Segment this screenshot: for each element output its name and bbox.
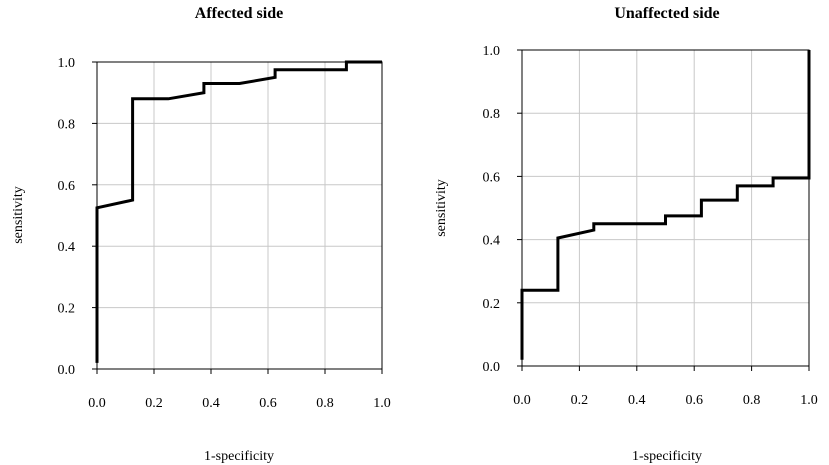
y-tick-label: 0.2	[483, 297, 501, 312]
roc-curve-line	[520, 50, 811, 360]
y-tick-label: 1.0	[483, 44, 501, 59]
x-tick-label: 0.6	[259, 396, 277, 411]
x-tick-label: 1.0	[800, 393, 818, 408]
y-tick-label: 0.4	[58, 240, 76, 255]
x-tick-label: 0.2	[571, 393, 589, 408]
y-tick-label: 0.0	[483, 360, 501, 375]
plot-frame	[521, 49, 810, 367]
x-tick-label: 0.4	[628, 393, 646, 408]
x-axis-label: 1-specificity	[204, 449, 274, 464]
x-tick-label: 0.0	[88, 396, 106, 411]
x-tick-label: 0.2	[145, 396, 163, 411]
x-axis-label: 1-specificity	[632, 449, 702, 464]
y-tick-label: 0.0	[58, 363, 76, 378]
x-tick-label: 1.0	[373, 396, 391, 411]
plot-frame	[96, 61, 383, 370]
y-tick-label: 0.6	[483, 170, 501, 185]
y-axis-label: sensitivity	[11, 186, 26, 244]
y-tick-label: 0.4	[483, 234, 501, 249]
x-tick-label: 0.6	[685, 393, 703, 408]
y-tick-label: 0.8	[483, 107, 501, 122]
y-tick-label: 1.0	[58, 56, 76, 71]
y-tick-label: 0.8	[58, 117, 76, 132]
chart-title: Affected side	[195, 5, 283, 22]
x-tick-label: 0.4	[202, 396, 220, 411]
x-tick-label: 0.0	[513, 393, 531, 408]
x-tick-label: 0.8	[743, 393, 761, 408]
y-tick-label: 0.6	[58, 179, 76, 194]
roc-curve-line	[95, 60, 382, 363]
y-axis-label: sensitivity	[434, 179, 449, 237]
chart-title: Unaffected side	[614, 5, 719, 22]
x-tick-label: 0.8	[316, 396, 334, 411]
y-tick-label: 0.2	[58, 302, 76, 317]
